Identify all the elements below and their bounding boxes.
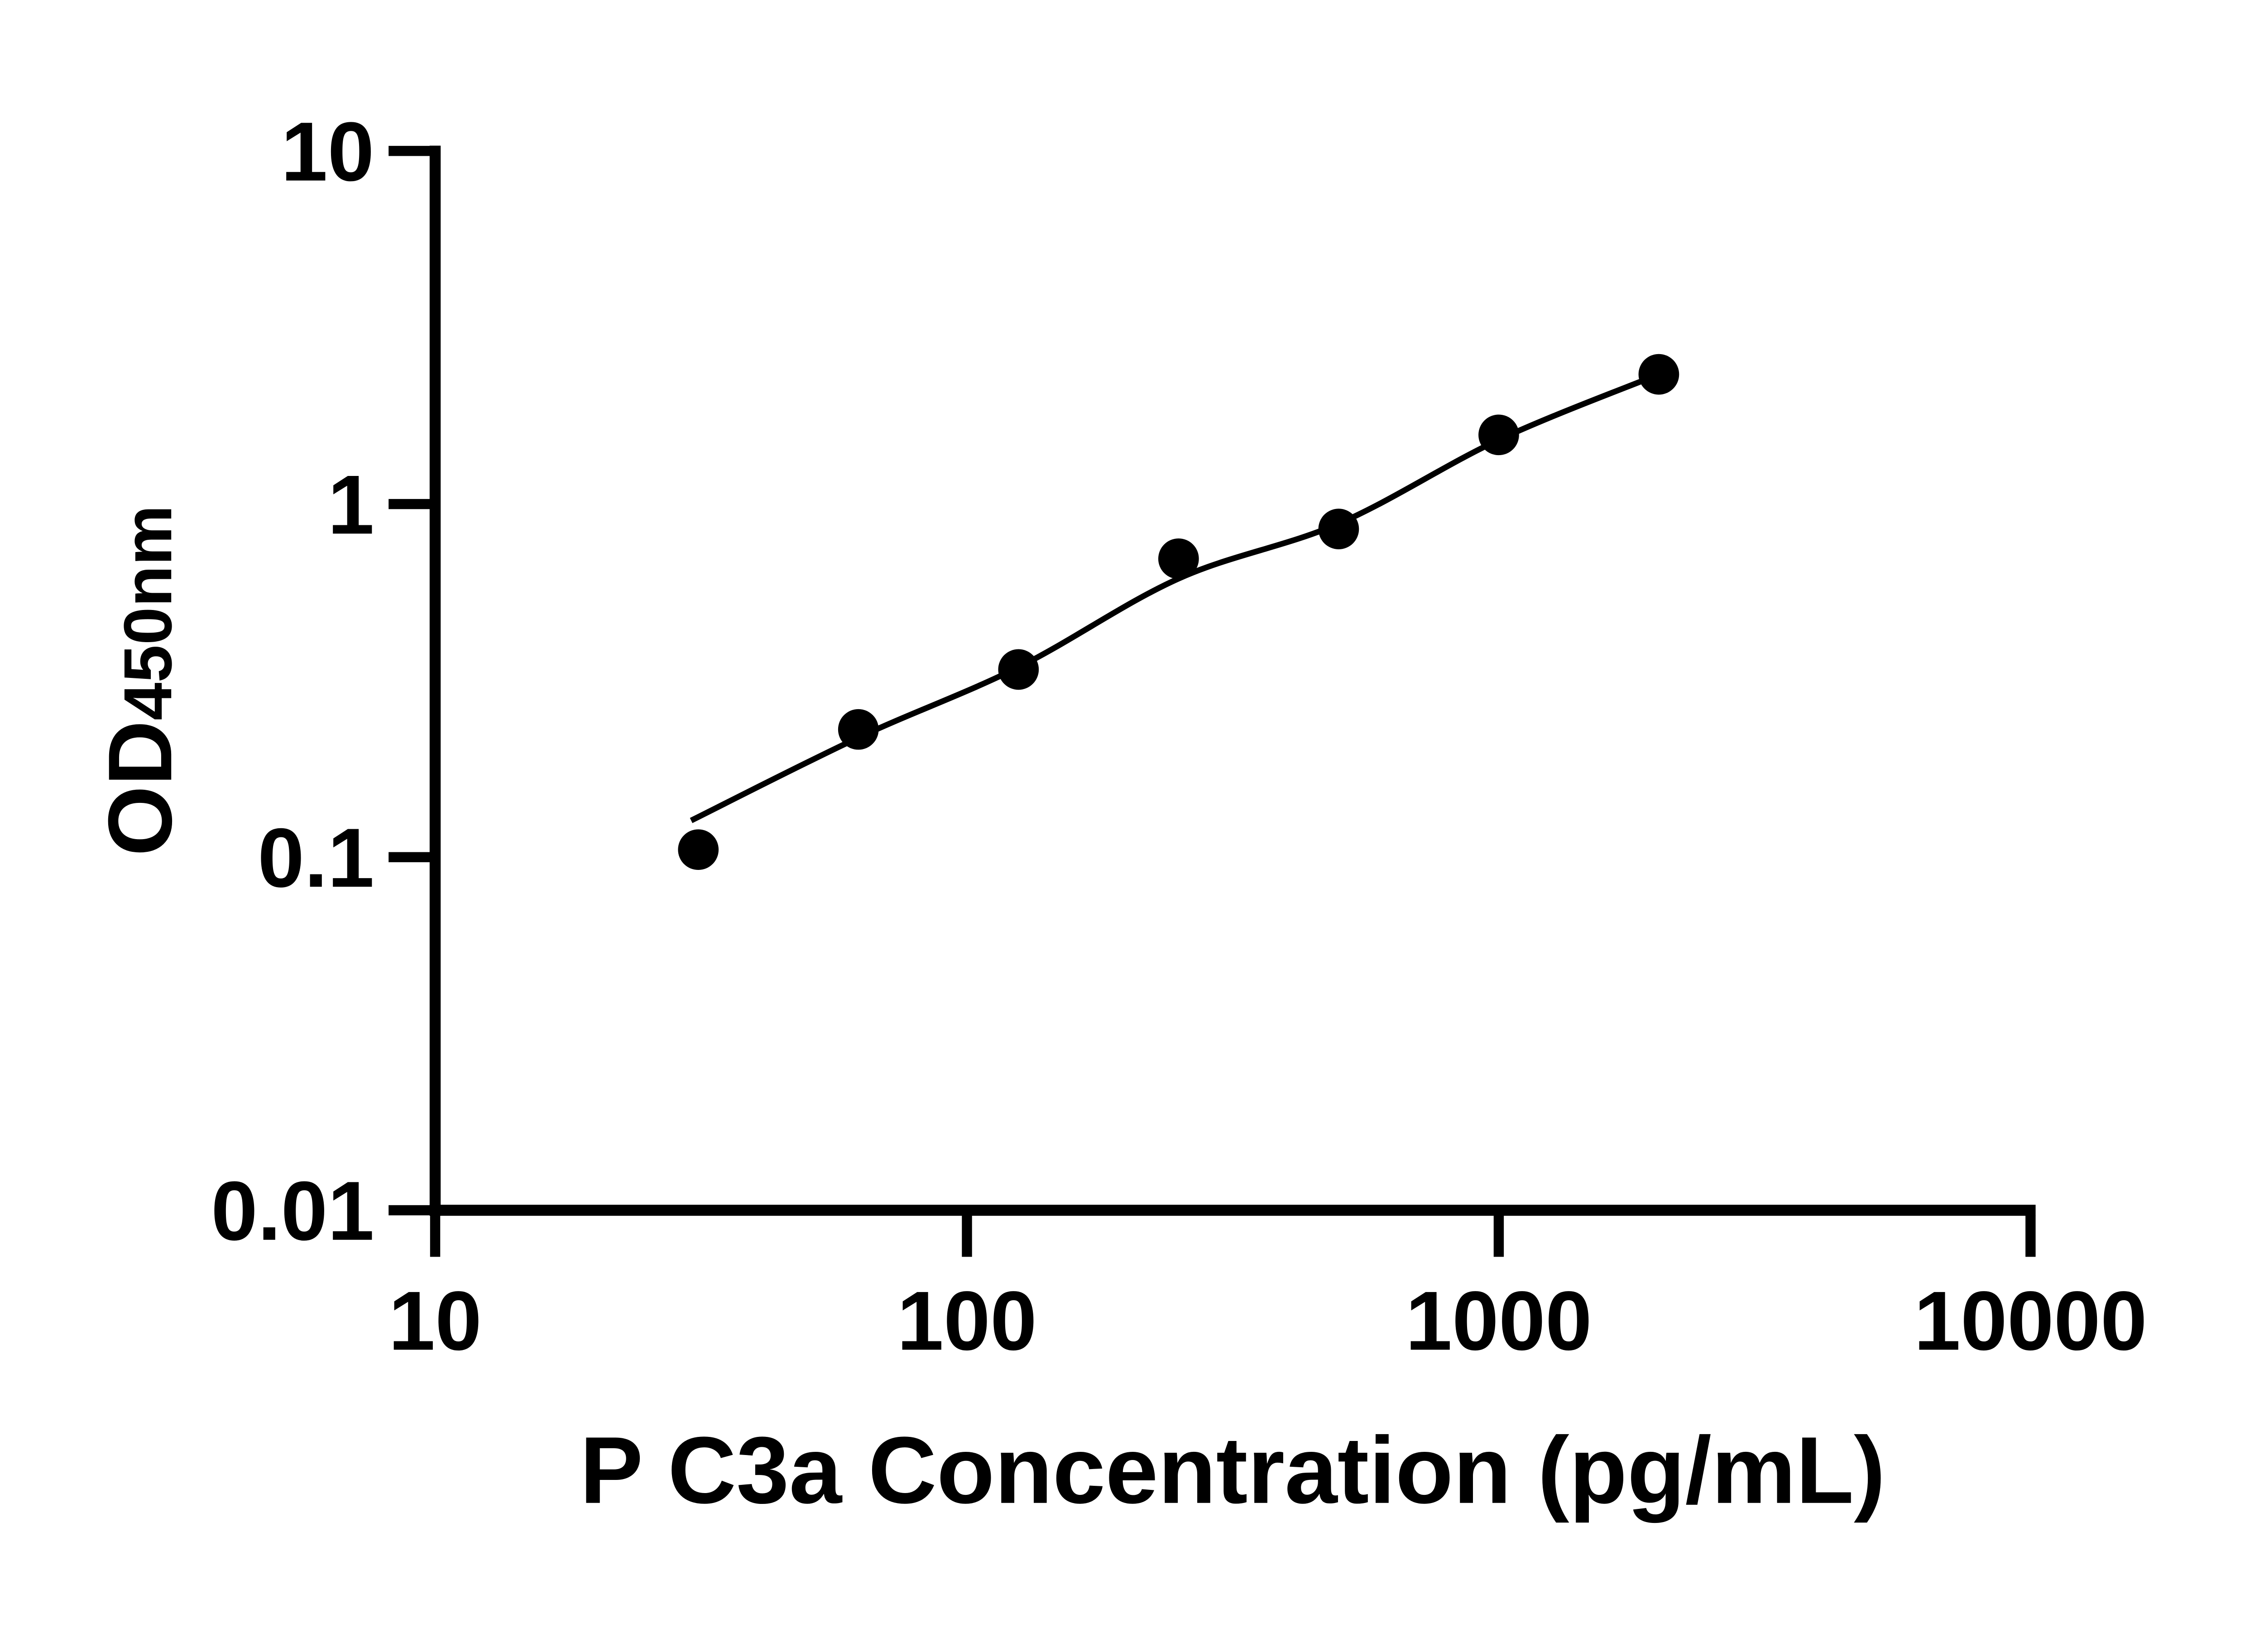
x-axis-title: P C3a Concentration (pg/mL) (580, 1417, 1885, 1523)
y-axis-title-sub: 450nm (110, 505, 186, 720)
data-point (678, 829, 719, 870)
y-tick-label-1: 1 (328, 458, 374, 552)
elisa-standard-curve-figure: 10 1 0.1 0.01 10 100 1000 10000 P C3a Concentra… (90, 105, 2147, 1523)
y-tick-label-0.01: 0.01 (211, 1164, 374, 1258)
y-tick-label-0.1: 0.1 (258, 811, 374, 905)
x-tick-label-10: 10 (389, 1274, 482, 1368)
data-point (838, 709, 879, 750)
data-point (998, 649, 1039, 690)
axes-layer (389, 145, 2036, 1257)
x-tick-label-100: 100 (897, 1274, 1037, 1368)
y-axis-title-main: OD (90, 720, 191, 856)
data-point (1158, 538, 1199, 579)
y-axis-title: OD450nm (90, 505, 191, 856)
y-tick-label-10: 10 (281, 105, 374, 199)
x-tick-label-1000: 1000 (1405, 1274, 1592, 1368)
x-tick-label-10000: 10000 (1914, 1274, 2147, 1368)
data-point (1478, 414, 1519, 456)
data-point (1318, 509, 1359, 549)
data-point (1638, 354, 1679, 395)
data-points-layer (678, 354, 1679, 870)
